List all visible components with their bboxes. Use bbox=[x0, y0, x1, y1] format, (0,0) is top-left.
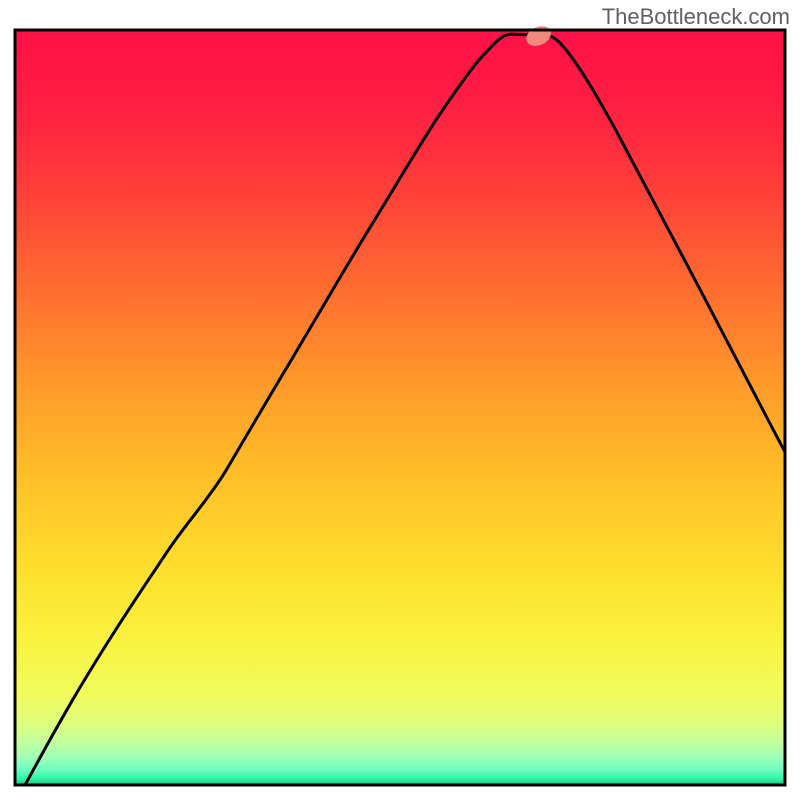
bottleneck-chart bbox=[0, 0, 800, 800]
chart-stage: TheBottleneck.com bbox=[0, 0, 800, 800]
plot-background bbox=[15, 30, 785, 785]
